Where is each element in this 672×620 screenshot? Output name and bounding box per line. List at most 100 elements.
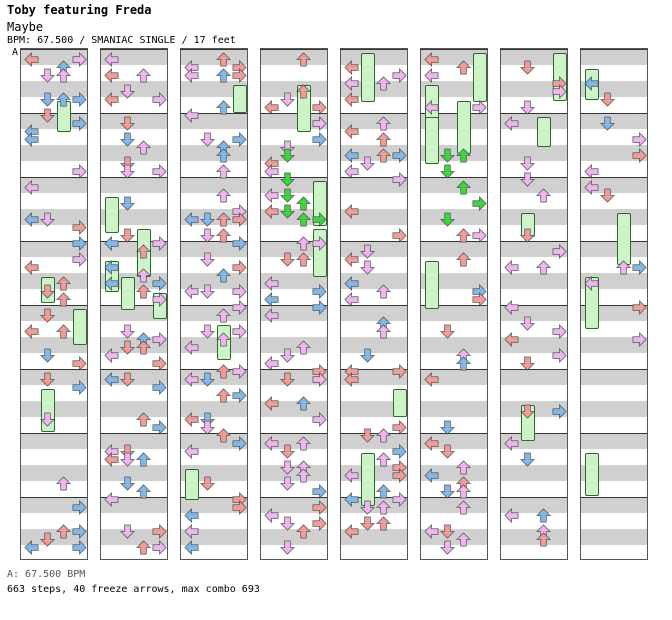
sixteenth-note-arrow [232,300,247,315]
sixteenth-note-arrow [120,524,135,539]
eighth-note-arrow [344,148,359,163]
sixteenth-note-arrow [312,372,327,387]
quarter-note-arrow [40,308,55,323]
sixteenth-note-arrow [392,492,407,507]
sixteenth-note-arrow [264,188,279,203]
sixteenth-note-arrow [520,100,535,115]
sixteenth-note-arrow [152,236,167,251]
freeze-arrow [537,117,551,147]
sixteenth-note-arrow [120,452,135,467]
eighth-note-arrow [344,492,359,507]
sixteenth-note-arrow [296,436,311,451]
eighth-note-arrow [184,540,199,555]
shock-arrow [280,204,295,219]
eighth-note-arrow [152,276,167,291]
sixteenth-note-arrow [504,508,519,523]
sixteenth-note-arrow [184,444,199,459]
eighth-note-arrow [424,468,439,483]
measure-line [181,433,247,434]
quarter-note-arrow [24,324,39,339]
quarter-note-arrow [120,340,135,355]
sixteenth-note-arrow [40,68,55,83]
eighth-note-arrow [312,284,327,299]
sixteenth-note-arrow [312,116,327,131]
quarter-note-arrow [424,372,439,387]
measure-line [501,305,567,306]
sixteenth-note-arrow [376,284,391,299]
sixteenth-note-arrow [264,508,279,523]
quarter-note-arrow [72,356,87,371]
eighth-note-arrow [232,388,247,403]
quarter-note-arrow [632,300,647,315]
quarter-note-arrow [312,100,327,115]
sixteenth-note-arrow [200,228,215,243]
sixteenth-note-arrow [392,172,407,187]
measure-line [581,49,647,50]
quarter-note-arrow [344,372,359,387]
quarter-note-arrow [520,228,535,243]
eighth-note-arrow [200,212,215,227]
quarter-note-arrow [216,428,231,443]
measure-line [21,497,87,498]
quarter-note-arrow [136,284,151,299]
sixteenth-note-arrow [504,436,519,451]
sixteenth-note-arrow [264,164,279,179]
eighth-note-arrow [120,132,135,147]
sixteenth-note-arrow [360,244,375,259]
measure-line [421,177,487,178]
sixteenth-note-arrow [456,484,471,499]
eighth-note-arrow [584,76,599,91]
chart-column [580,48,648,560]
quarter-note-arrow [440,524,455,539]
sixteenth-note-arrow [72,252,87,267]
sixteenth-note-arrow [360,260,375,275]
measure-line [501,113,567,114]
measure-line [21,241,87,242]
quarter-note-arrow [120,116,135,131]
sixteenth-note-arrow [376,500,391,515]
quarter-note-arrow [360,516,375,531]
sixteenth-note-arrow [440,540,455,555]
quarter-note-arrow [456,252,471,267]
eighth-note-arrow [72,540,87,555]
eighth-note-arrow [40,92,55,107]
quarter-note-arrow [536,532,551,547]
sixteenth-note-arrow [104,52,119,67]
measure-line [261,433,327,434]
measure-line [341,433,407,434]
shock-arrow [280,148,295,163]
eighth-note-arrow [552,404,567,419]
sixteenth-note-arrow [280,348,295,363]
quarter-note-arrow [216,212,231,227]
measure-line [581,497,647,498]
sixteenth-note-arrow [472,228,487,243]
quarter-note-arrow [296,524,311,539]
quarter-note-arrow [152,356,167,371]
eighth-note-arrow [232,436,247,451]
measure-line [581,113,647,114]
eighth-note-arrow [296,396,311,411]
sixteenth-note-arrow [120,84,135,99]
shock-arrow [280,188,295,203]
quarter-note-arrow [120,156,135,171]
quarter-note-arrow [344,92,359,107]
quarter-note-arrow [56,524,71,539]
eighth-note-arrow [152,380,167,395]
sixteenth-note-arrow [184,372,199,387]
freeze-arrow [473,53,487,102]
measure-line [581,241,647,242]
quarter-note-arrow [632,148,647,163]
quarter-note-arrow [216,388,231,403]
measure-line [261,305,327,306]
shock-arrow [280,172,295,187]
measure-line [501,369,567,370]
measure-line [341,177,407,178]
freeze-arrow [361,53,375,102]
measure-line [21,369,87,370]
eighth-note-arrow [312,132,327,147]
sixteenth-note-arrow [344,468,359,483]
eighth-note-arrow [392,444,407,459]
measure-line [101,433,167,434]
shock-arrow [472,196,487,211]
sixteenth-note-arrow [264,308,279,323]
